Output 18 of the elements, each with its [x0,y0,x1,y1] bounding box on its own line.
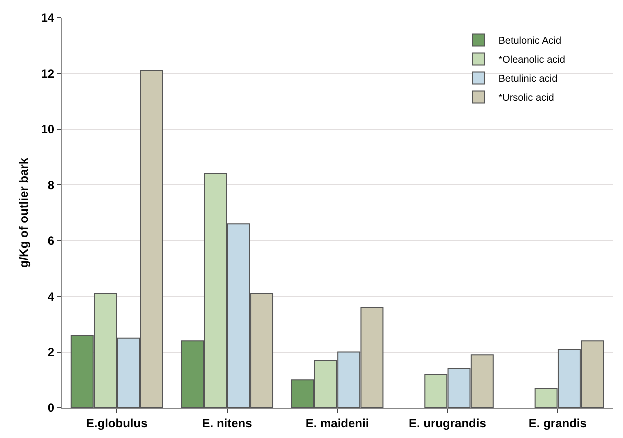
legend-label: Betulonic Acid [498,36,562,48]
y-tick-label: 10 [41,122,55,137]
y-tick-label: 14 [41,11,55,26]
x-tick-label: E. nitens [202,416,253,430]
y-tick-label: 4 [48,290,55,304]
y-tick-label: 6 [48,234,55,248]
x-tick-label: E. grandis [528,416,588,430]
x-tick-label: E. urugrandis [409,416,487,430]
legend-label: *Ursolic acid [498,93,554,104]
y-tick-label: 2 [48,345,55,360]
legend-label: *Oleanolic acid [498,55,566,66]
x-tick-label: E. maidenii [306,416,370,430]
y-tick-label: 0 [48,401,55,416]
y-tick-label: 12 [41,66,55,81]
legend-label: Betulinic acid [498,74,558,86]
x-tick-label: E.globulus [86,416,148,430]
y-axis-title: g/Kg of outlier bark [17,158,31,268]
y-tick-label: 8 [48,178,55,192]
